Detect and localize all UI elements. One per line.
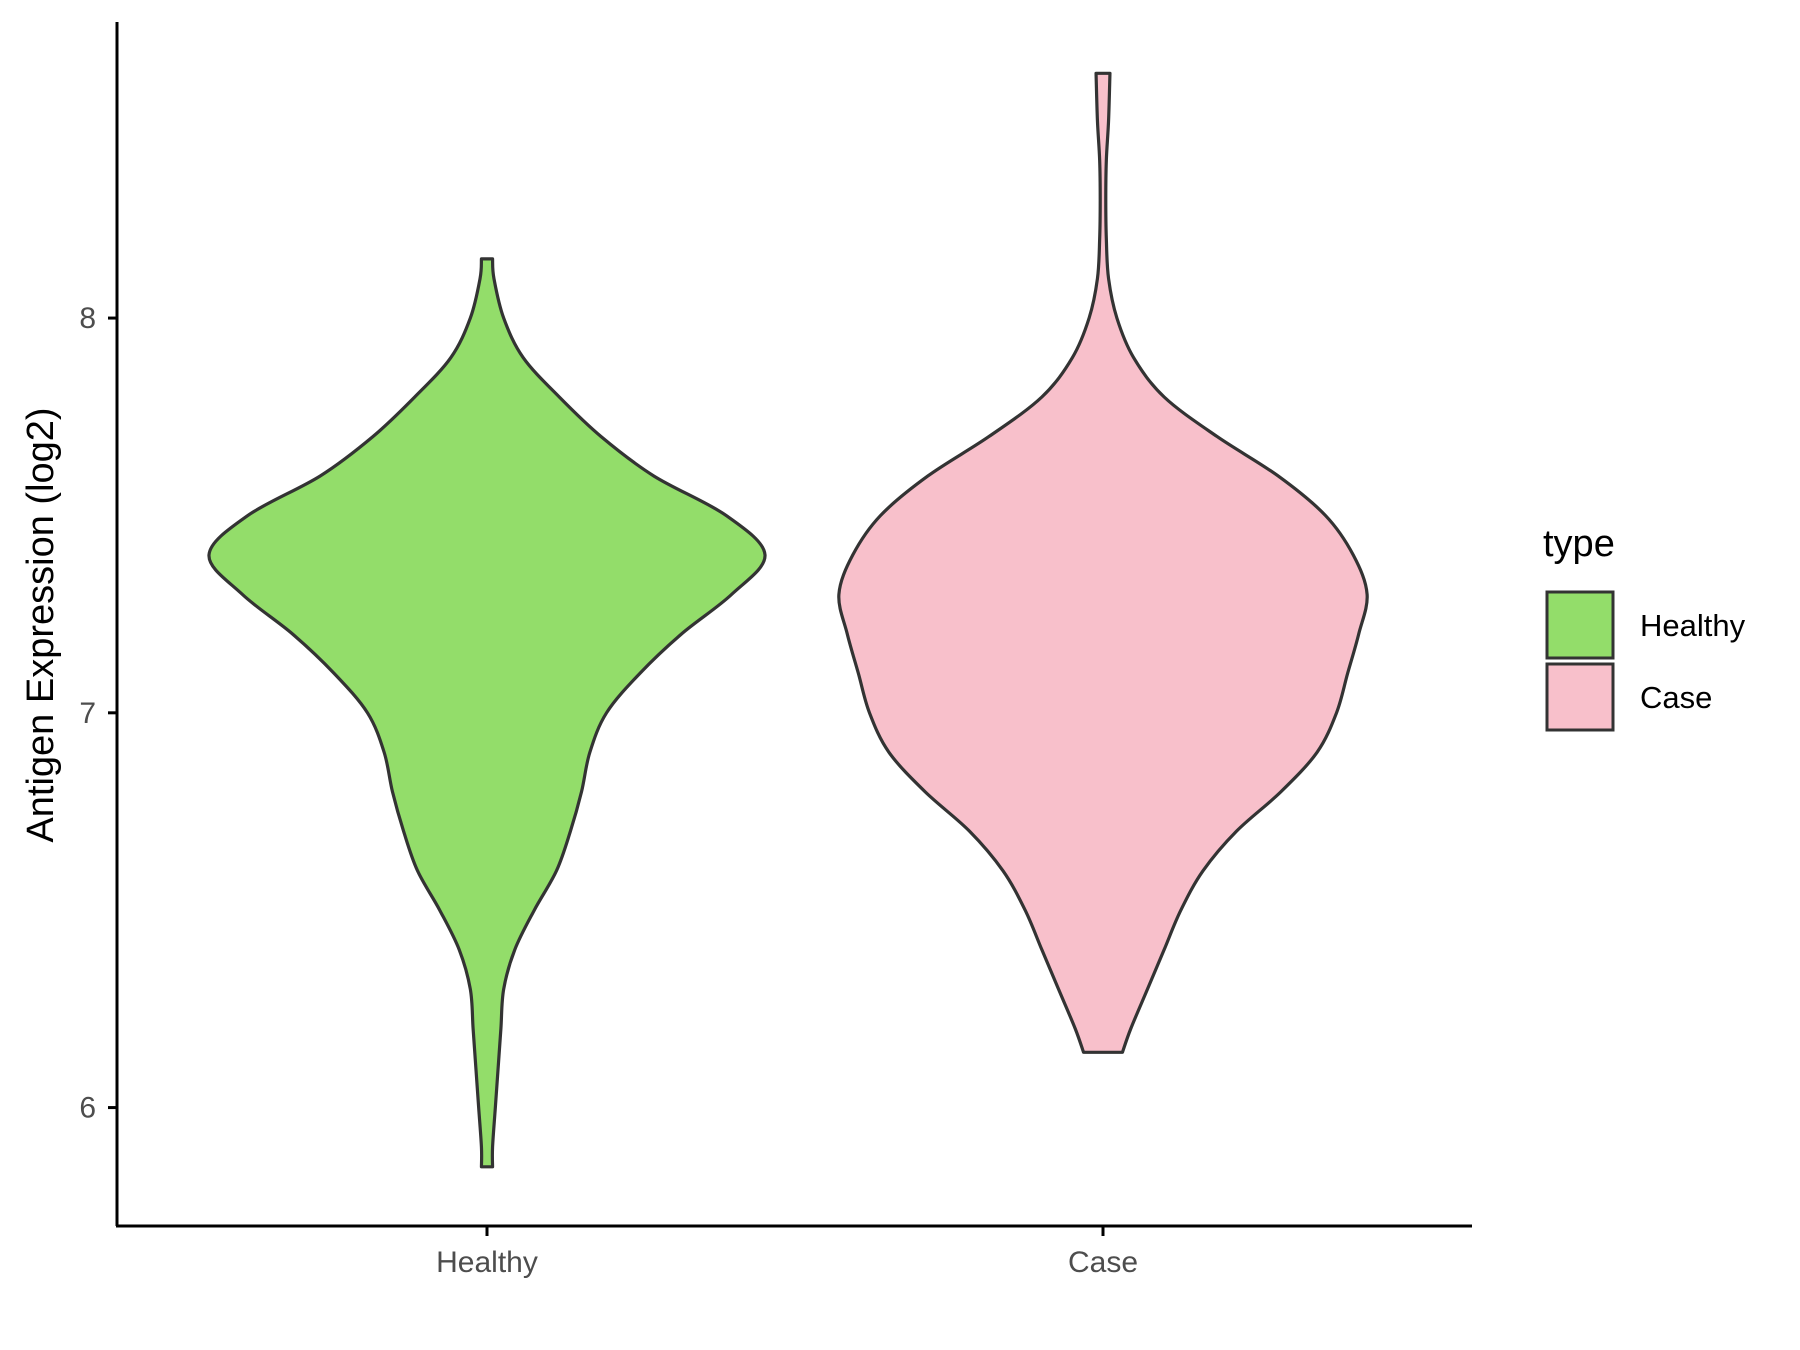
legend-title: type	[1543, 523, 1615, 565]
legend-label-case: Case	[1640, 680, 1712, 715]
violin-healthy	[207, 257, 767, 1169]
x-tick-label-healthy: Healthy	[436, 1246, 538, 1279]
legend: type Healthy Case	[1543, 523, 1746, 732]
violin-layer	[207, 71, 1369, 1169]
y-ticks: 6 7 8	[79, 302, 117, 1125]
violin-case	[837, 71, 1369, 1054]
y-tick-label: 7	[79, 697, 96, 730]
legend-swatch-case	[1545, 662, 1615, 732]
legend-label-healthy: Healthy	[1640, 608, 1746, 643]
y-tick-label: 8	[79, 302, 96, 335]
legend-swatch-healthy	[1545, 590, 1615, 660]
y-axis-title: Antigen Expression (log2)	[20, 407, 62, 842]
x-tick-label-case: Case	[1068, 1246, 1138, 1279]
axes: 6 7 8 Healthy Case Antigen Expression (log2…	[20, 22, 1472, 1279]
x-ticks: Healthy Case	[436, 1226, 1138, 1279]
y-tick-label: 6	[79, 1092, 96, 1125]
